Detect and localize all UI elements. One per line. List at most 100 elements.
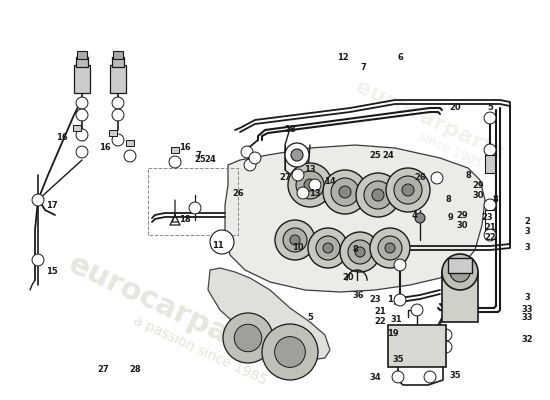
Circle shape xyxy=(487,232,493,238)
Circle shape xyxy=(215,235,229,249)
Circle shape xyxy=(443,332,449,338)
Bar xyxy=(388,325,446,367)
Bar xyxy=(109,130,117,136)
Text: 26: 26 xyxy=(414,174,426,182)
Circle shape xyxy=(394,294,406,306)
Text: 16: 16 xyxy=(99,144,111,152)
Circle shape xyxy=(433,174,441,182)
Circle shape xyxy=(440,329,452,341)
Circle shape xyxy=(311,182,318,188)
Circle shape xyxy=(402,184,414,196)
Circle shape xyxy=(297,187,309,199)
Circle shape xyxy=(79,132,85,138)
Text: 5: 5 xyxy=(307,314,313,322)
Circle shape xyxy=(290,235,300,245)
Bar xyxy=(442,272,478,322)
Bar xyxy=(73,125,81,131)
Text: 25: 25 xyxy=(369,150,381,160)
Text: 26: 26 xyxy=(232,188,244,198)
Text: 8: 8 xyxy=(465,170,471,180)
Circle shape xyxy=(411,304,423,316)
Circle shape xyxy=(124,150,136,162)
Circle shape xyxy=(114,100,122,106)
Text: 30: 30 xyxy=(456,220,468,230)
Text: since 1985: since 1985 xyxy=(416,130,484,170)
Circle shape xyxy=(35,196,41,204)
Circle shape xyxy=(372,189,384,201)
Text: 8: 8 xyxy=(352,246,358,254)
Circle shape xyxy=(323,243,333,253)
Circle shape xyxy=(431,172,443,184)
Circle shape xyxy=(249,152,261,164)
Circle shape xyxy=(394,259,406,271)
Circle shape xyxy=(339,186,351,198)
Circle shape xyxy=(114,136,122,144)
Text: 13: 13 xyxy=(304,166,316,174)
Circle shape xyxy=(386,168,430,212)
Circle shape xyxy=(443,344,449,350)
Circle shape xyxy=(309,179,321,191)
Circle shape xyxy=(32,254,44,266)
Text: 15: 15 xyxy=(46,268,58,276)
Circle shape xyxy=(340,232,380,272)
Text: 6: 6 xyxy=(397,54,403,62)
Text: 7: 7 xyxy=(195,150,201,160)
Text: 13: 13 xyxy=(309,188,321,198)
Circle shape xyxy=(191,204,199,212)
Text: 28: 28 xyxy=(129,366,141,374)
Text: 1: 1 xyxy=(387,296,393,304)
Circle shape xyxy=(323,170,367,214)
Text: 34: 34 xyxy=(369,374,381,382)
Circle shape xyxy=(76,146,88,158)
Circle shape xyxy=(378,236,402,260)
Text: 24: 24 xyxy=(382,150,394,160)
Bar xyxy=(485,210,495,232)
Circle shape xyxy=(397,262,404,268)
Circle shape xyxy=(397,296,404,304)
Circle shape xyxy=(415,213,425,223)
Circle shape xyxy=(484,112,496,124)
Circle shape xyxy=(223,313,273,363)
Circle shape xyxy=(35,256,41,264)
Bar xyxy=(113,51,123,59)
Text: 28: 28 xyxy=(284,126,296,134)
Text: 16: 16 xyxy=(56,134,68,142)
Circle shape xyxy=(316,236,340,260)
Circle shape xyxy=(262,324,318,380)
Text: 18: 18 xyxy=(179,216,191,224)
Text: 35: 35 xyxy=(392,356,404,364)
Circle shape xyxy=(370,228,410,268)
Circle shape xyxy=(288,163,332,207)
Circle shape xyxy=(292,169,304,181)
Circle shape xyxy=(450,262,470,282)
Bar xyxy=(126,140,134,146)
Text: 29: 29 xyxy=(472,180,484,190)
Text: 30: 30 xyxy=(472,190,484,200)
Circle shape xyxy=(79,112,85,118)
Circle shape xyxy=(241,146,253,158)
Circle shape xyxy=(356,173,400,217)
Circle shape xyxy=(355,247,365,257)
Circle shape xyxy=(274,336,305,367)
Polygon shape xyxy=(208,268,330,360)
Circle shape xyxy=(112,134,124,146)
Text: 14: 14 xyxy=(324,178,336,186)
Circle shape xyxy=(79,100,85,106)
Circle shape xyxy=(484,144,496,156)
Bar xyxy=(171,147,179,153)
Text: 20: 20 xyxy=(342,274,354,282)
Text: a passion since 1985: a passion since 1985 xyxy=(131,313,269,387)
Circle shape xyxy=(385,243,395,253)
Circle shape xyxy=(283,228,307,252)
Text: 21: 21 xyxy=(484,224,496,232)
Text: 8: 8 xyxy=(445,196,451,204)
Text: 7: 7 xyxy=(360,64,366,72)
Text: 32: 32 xyxy=(521,336,533,344)
Text: 9: 9 xyxy=(447,214,453,222)
Circle shape xyxy=(76,109,88,121)
Circle shape xyxy=(487,114,493,122)
Text: 35: 35 xyxy=(449,370,461,380)
Circle shape xyxy=(426,374,433,380)
Circle shape xyxy=(394,374,402,380)
Text: 23: 23 xyxy=(369,296,381,304)
